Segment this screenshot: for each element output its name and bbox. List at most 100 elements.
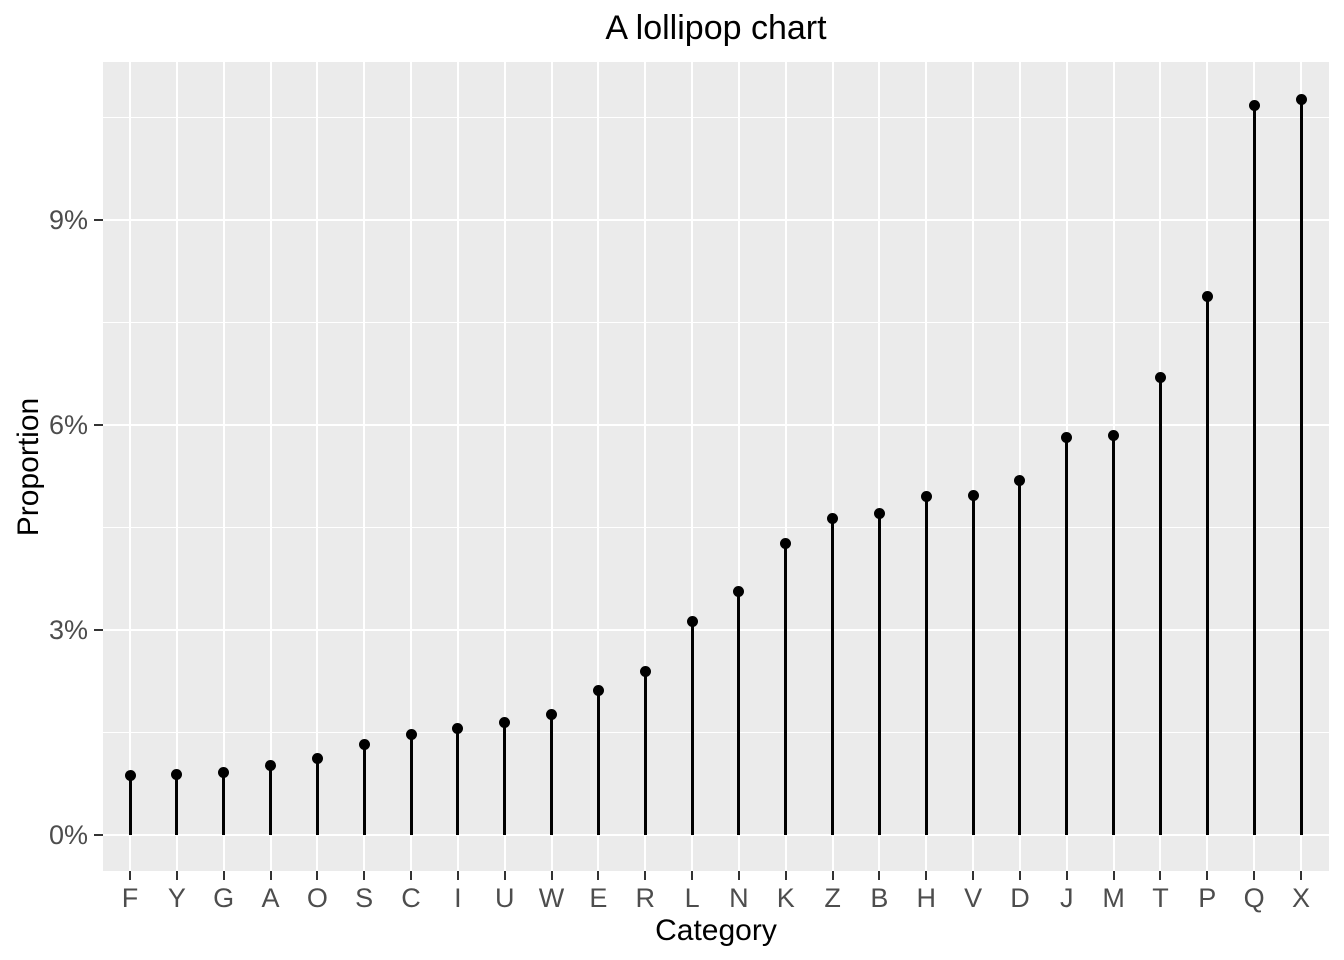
- x-axis-tick-label: O: [306, 883, 328, 913]
- x-axis-tick: [1018, 871, 1021, 880]
- x-axis-tick-label: U: [494, 883, 515, 913]
- lollipop-stem: [596, 690, 600, 835]
- gridline-vertical-major: [644, 62, 647, 871]
- lollipop-dot: [1108, 429, 1120, 441]
- lollipop-stem: [503, 722, 507, 835]
- lollipop-stem: [690, 621, 694, 835]
- gridline-horizontal-major: [103, 219, 1329, 221]
- gridline-horizontal-major: [103, 834, 1329, 836]
- gridline-vertical-major: [316, 62, 319, 871]
- x-axis-tick: [269, 871, 272, 880]
- y-axis-tick: [94, 629, 103, 631]
- x-axis-tick-label: J: [1060, 883, 1074, 913]
- lollipop-dot: [592, 685, 604, 697]
- x-axis-title: Category: [655, 914, 777, 947]
- x-axis-tick: [972, 871, 975, 880]
- lollipop-stem: [643, 671, 647, 835]
- lollipop-dot: [218, 766, 230, 778]
- gridline-vertical-major: [456, 62, 459, 871]
- gridline-vertical-major: [972, 62, 975, 871]
- gridline-vertical-major: [410, 62, 413, 871]
- x-axis-tick-label: N: [729, 883, 749, 913]
- x-axis-tick-label: T: [1152, 883, 1169, 913]
- lollipop-stem: [456, 728, 460, 835]
- lollipop-stem: [1205, 296, 1209, 835]
- x-axis-tick: [1159, 871, 1162, 880]
- lollipop-stem: [1299, 99, 1303, 835]
- x-axis-tick-label: B: [870, 883, 889, 913]
- lollipop-dot: [546, 709, 558, 721]
- x-axis-tick-label: H: [916, 883, 937, 913]
- x-axis-tick-label: E: [589, 883, 608, 913]
- gridline-vertical-major: [784, 62, 787, 871]
- lollipop-stem: [737, 591, 741, 835]
- lollipop-stem: [877, 513, 881, 835]
- lollipop-stem: [1112, 435, 1116, 835]
- x-axis-tick: [1206, 871, 1209, 880]
- lollipop-dot: [827, 513, 839, 525]
- y-axis-tick-label: 9%: [48, 205, 88, 235]
- lollipop-dot: [1014, 474, 1026, 486]
- x-axis-tick-label: P: [1198, 883, 1217, 913]
- gridline-vertical-major: [925, 62, 928, 871]
- x-axis-tick: [691, 871, 694, 880]
- x-axis-tick-label: F: [121, 883, 139, 913]
- lollipop-dot: [780, 538, 792, 550]
- lollipop-stem: [175, 774, 179, 835]
- lollipop-stem: [222, 772, 226, 835]
- gridline-horizontal-minor: [103, 322, 1329, 323]
- y-axis-tick-label: 3%: [48, 615, 88, 645]
- x-axis-tick: [925, 871, 928, 880]
- lollipop-stem: [550, 714, 554, 835]
- x-axis-tick-label: C: [401, 883, 421, 913]
- lollipop-dot: [686, 616, 698, 628]
- gridline-vertical-major: [878, 62, 881, 871]
- x-axis-tick-label: L: [684, 883, 700, 913]
- y-axis-tick: [94, 424, 103, 426]
- lollipop-dot: [1295, 93, 1307, 105]
- gridline-vertical-major: [831, 62, 834, 871]
- gridline-vertical-major: [363, 62, 366, 871]
- gridline-vertical-major: [175, 62, 178, 871]
- x-axis-tick-label: M: [1102, 883, 1125, 913]
- y-axis-tick-label: 0%: [48, 820, 88, 850]
- x-axis-tick-label: W: [538, 883, 565, 913]
- lollipop-stem: [1252, 105, 1256, 835]
- x-axis-tick: [175, 871, 178, 880]
- x-axis-tick: [129, 871, 131, 880]
- gridline-horizontal-major: [103, 424, 1329, 426]
- lollipop-stem: [128, 775, 132, 835]
- y-axis-tick: [94, 219, 103, 221]
- x-axis-tick: [1253, 871, 1256, 880]
- lollipop-dot: [1061, 432, 1073, 444]
- x-axis-tick: [1112, 871, 1115, 880]
- lollipop-stem: [1158, 377, 1162, 835]
- gridline-vertical-major: [737, 62, 740, 871]
- lollipop-dot: [639, 665, 651, 677]
- gridline-vertical-major: [129, 62, 131, 871]
- x-axis-tick-label: X: [1291, 883, 1310, 913]
- x-axis-tick-label: S: [355, 883, 374, 913]
- gridline-horizontal-minor: [103, 117, 1329, 118]
- lollipop-dot: [920, 491, 932, 503]
- x-axis-tick: [1065, 871, 1068, 880]
- x-axis-tick-label: Y: [167, 883, 186, 913]
- gridline-horizontal-minor: [103, 527, 1329, 528]
- gridline-vertical-major: [503, 62, 506, 871]
- lollipop-dot: [311, 752, 323, 764]
- gridline-horizontal-minor: [103, 732, 1329, 733]
- x-axis-tick: [503, 871, 506, 880]
- x-axis-tick-label: G: [213, 883, 235, 913]
- x-axis-tick-label: R: [635, 883, 655, 913]
- gridline-horizontal-major: [103, 629, 1329, 631]
- lollipop-dot: [171, 769, 183, 781]
- x-axis-tick: [831, 871, 834, 880]
- gridline-vertical-major: [550, 62, 553, 871]
- lollipop-dot: [873, 508, 885, 520]
- lollipop-stem: [1065, 437, 1069, 835]
- lollipop-stem: [315, 758, 319, 835]
- x-axis-tick-label: K: [776, 883, 795, 913]
- y-axis-tick-label: 6%: [48, 410, 88, 440]
- lollipop-dot: [405, 729, 417, 741]
